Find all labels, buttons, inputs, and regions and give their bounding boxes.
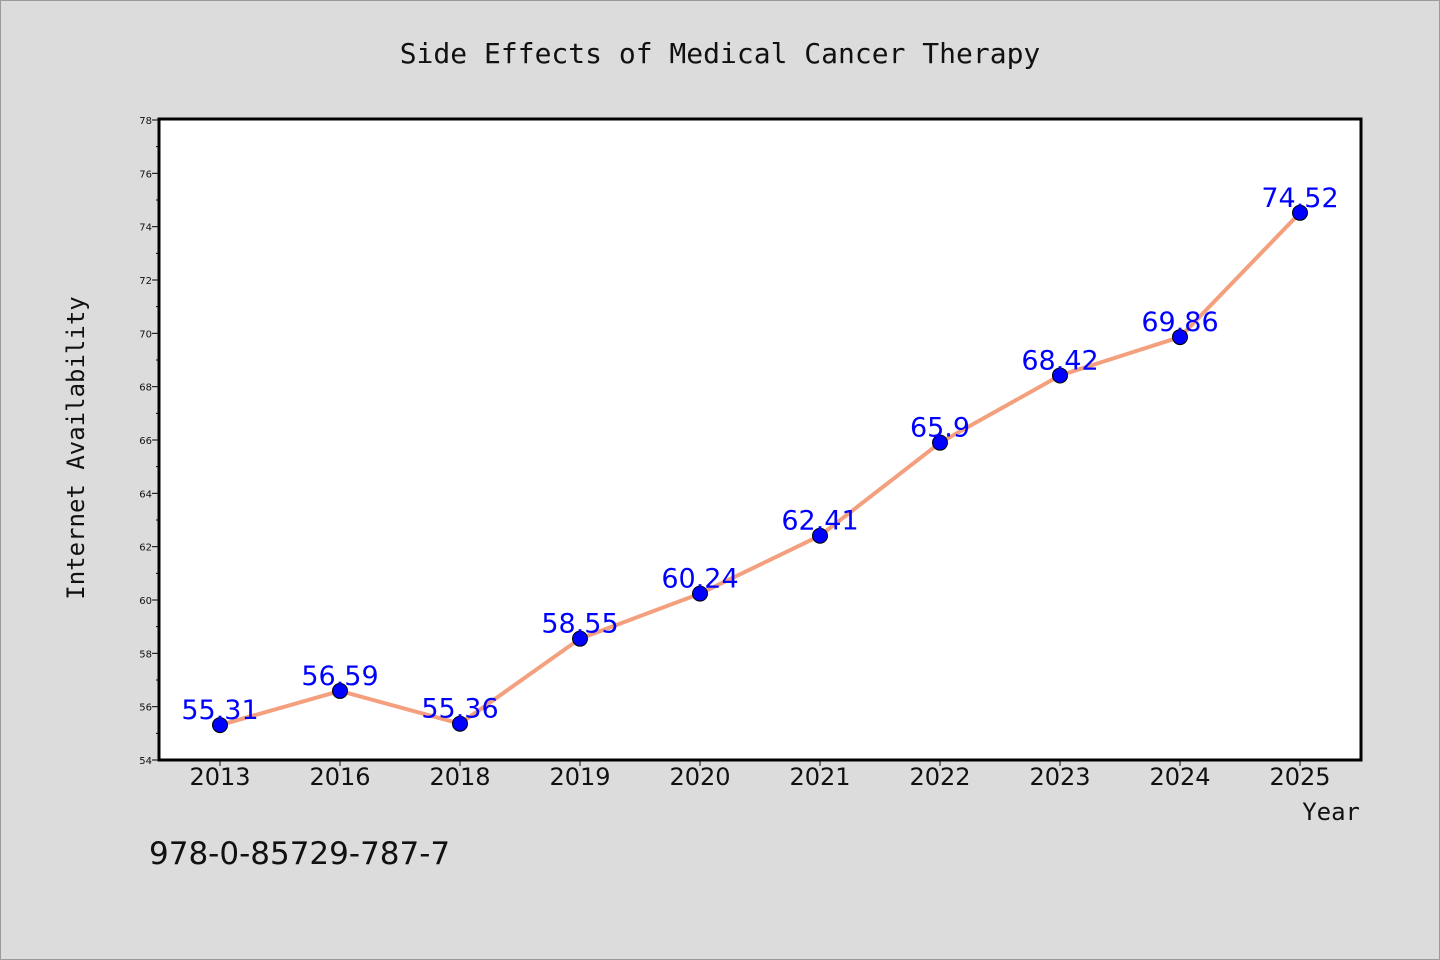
x-tick-label: 2022 [909,763,970,791]
y-tick-label: 72 [139,276,152,287]
x-tick-label: 2019 [549,763,610,791]
y-tick-label: 56 [139,703,152,714]
x-tick-label: 2018 [429,763,490,791]
data-point-label: 60.24 [661,564,738,595]
y-tick-label: 66 [139,436,152,447]
x-axis-label: Year [1302,798,1360,826]
data-point-label: 55.36 [421,694,498,725]
series-line [219,211,1302,727]
x-tick-label: 2020 [669,763,730,791]
y-tick-label: 70 [139,329,152,340]
y-axis-ticks: 54 56 58 60 62 64 66 68 70 72 74 76 78 [139,116,160,767]
data-point-marker [332,682,348,699]
data-point-marker [1052,367,1068,384]
plot-area [157,117,1363,762]
data-point-marker [812,527,828,544]
y-tick-label: 54 [139,756,152,767]
y-axis-label: Internet Availability [62,296,90,599]
data-point-marker [452,715,468,732]
data-point-marker [572,630,588,647]
data-point-label: 65.9 [910,413,970,444]
data-point-label: 58.55 [541,609,618,640]
y-tick-label: 60 [139,596,152,607]
x-tick-label: 2024 [1149,763,1210,791]
data-point-label: 62.41 [781,506,858,537]
data-point-marker [212,717,228,734]
y-tick-label: 68 [139,383,152,394]
data-point-label: 74.52 [1261,183,1338,214]
x-tick-label: 2025 [1269,763,1330,791]
data-point-label: 56.59 [301,661,378,692]
y-tick-label: 74 [139,223,152,234]
x-tick-label: 2023 [1029,763,1090,791]
chart-title: Side Effects of Medical Cancer Therapy [400,37,1041,70]
y-tick-label: 58 [139,649,152,660]
x-tick-label: 2021 [789,763,850,791]
data-point-label: 55.31 [181,695,258,726]
y-tick-label: 76 [139,169,152,180]
data-labels: 55.31 56.59 55.36 58.55 60.24 62.41 65.9 68.42 6… [181,183,1338,726]
data-point-label: 69.86 [1141,307,1218,338]
x-axis-ticks: 2013 2016 2018 2019 2020 2021 2022 2023 2024 2025 [189,760,1331,791]
y-tick-label: 62 [139,543,152,554]
data-point-marker [692,585,708,602]
x-tick-label: 2016 [309,763,370,791]
y-tick-label: 78 [139,116,152,127]
x-tick-label: 2013 [189,763,250,791]
data-point-marker [1172,329,1188,346]
series-markers [212,204,1308,734]
isbn-annotation: 978-0-85729-787-7 [149,836,450,872]
y-tick-label: 64 [139,489,152,500]
data-point-marker [1292,204,1308,221]
data-point-marker [932,434,948,451]
data-point-label: 68.42 [1021,345,1098,376]
